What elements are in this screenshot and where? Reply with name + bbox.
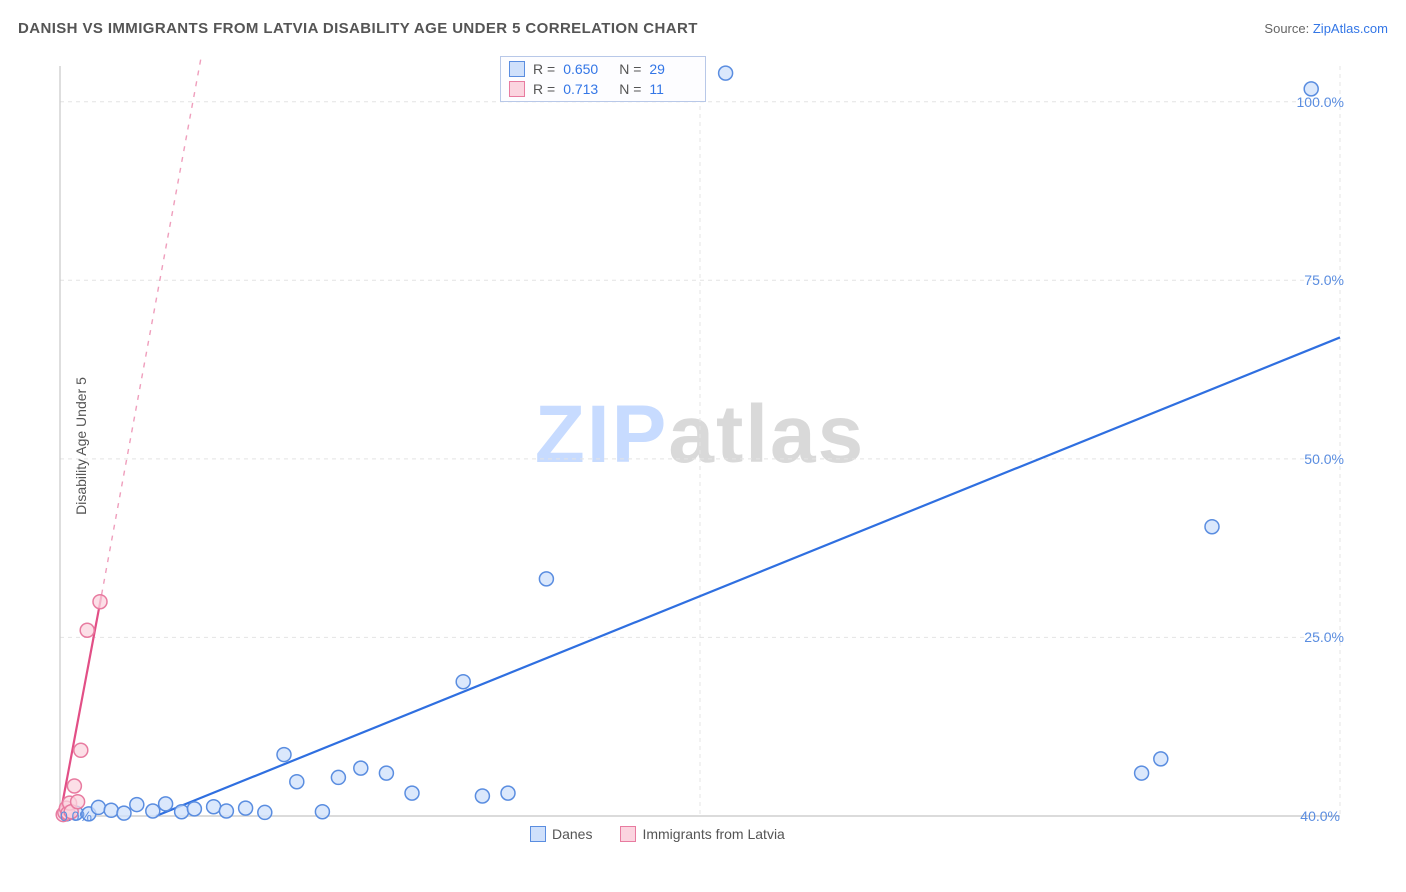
- y-tick-label: 50.0%: [1304, 451, 1344, 467]
- n-value-danes: 29: [649, 61, 697, 77]
- legend-label-danes: Danes: [552, 826, 592, 842]
- x-tick-label: 0.0%: [60, 808, 92, 824]
- scatter-chart: [50, 56, 1350, 846]
- plot-area: ZIPatlas R = 0.650 N = 29 R = 0.713 N = …: [50, 56, 1350, 846]
- swatch-danes-icon: [509, 61, 525, 77]
- swatch-danes-icon: [530, 826, 546, 842]
- y-tick-label: 75.0%: [1304, 272, 1344, 288]
- n-label: N =: [619, 81, 641, 97]
- swatch-latvia-icon: [509, 81, 525, 97]
- source-link[interactable]: ZipAtlas.com: [1313, 21, 1388, 36]
- n-value-latvia: 11: [649, 81, 697, 97]
- n-label: N =: [619, 61, 641, 77]
- legend-stats: R = 0.650 N = 29 R = 0.713 N = 11: [500, 56, 706, 102]
- legend-item-latvia: Immigrants from Latvia: [620, 826, 784, 842]
- r-value-danes: 0.650: [563, 61, 611, 77]
- r-label: R =: [533, 81, 555, 97]
- legend-series: Danes Immigrants from Latvia: [530, 826, 785, 842]
- swatch-latvia-icon: [620, 826, 636, 842]
- legend-stats-row-danes: R = 0.650 N = 29: [509, 59, 697, 79]
- y-tick-label: 25.0%: [1304, 629, 1344, 645]
- source-label: Source:: [1264, 21, 1309, 36]
- x-tick-label: 40.0%: [1300, 808, 1340, 824]
- page-header: DANISH VS IMMIGRANTS FROM LATVIA DISABIL…: [0, 0, 1406, 44]
- y-tick-label: 100.0%: [1297, 94, 1344, 110]
- r-value-latvia: 0.713: [563, 81, 611, 97]
- r-label: R =: [533, 61, 555, 77]
- chart-title: DANISH VS IMMIGRANTS FROM LATVIA DISABIL…: [18, 20, 698, 37]
- legend-label-latvia: Immigrants from Latvia: [642, 826, 784, 842]
- source-credit: Source: ZipAtlas.com: [1264, 21, 1388, 36]
- legend-stats-row-latvia: R = 0.713 N = 11: [509, 79, 697, 99]
- legend-item-danes: Danes: [530, 826, 592, 842]
